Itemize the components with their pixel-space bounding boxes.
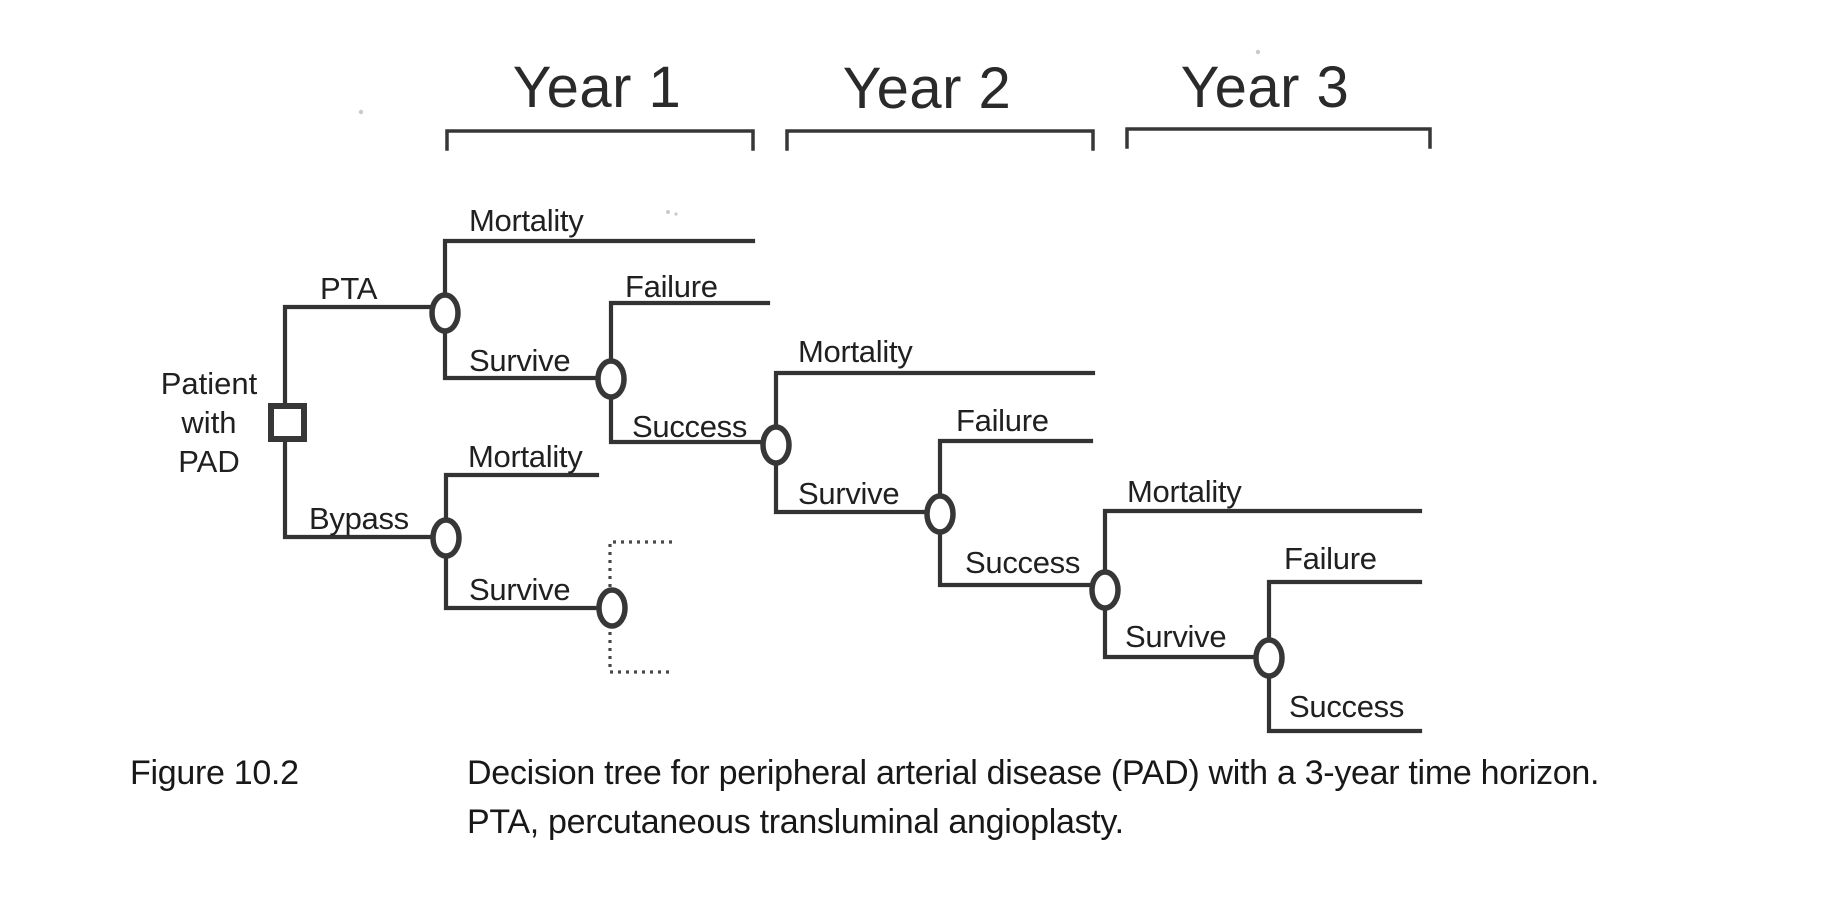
pta-y3-mortality-label: Mortality <box>1127 474 1242 509</box>
figure-caption-line-2: PTA, percutaneous transluminal angioplas… <box>467 803 1124 841</box>
pta-y3-success-line <box>1266 672 1423 734</box>
root-label-line-2: with <box>180 405 236 440</box>
figure-caption: Figure 10.2 Decision tree for peripheral… <box>130 754 1599 841</box>
decision-node-root <box>268 403 307 442</box>
year-2-header: Year 2 <box>843 56 1012 121</box>
scan-speck <box>674 212 678 216</box>
chance-node-pta-y3 <box>1089 569 1121 611</box>
scan-specks <box>358 49 1261 216</box>
chance-node-bypass <box>430 517 462 559</box>
pta-y1-success-label: Success <box>632 409 747 444</box>
year-column-headers: Year 1 Year 2 Year 3 <box>445 55 1432 151</box>
figure-number: Figure 10.2 <box>130 754 299 792</box>
scan-speck <box>666 210 670 214</box>
pta-y1-mortality-line <box>442 238 756 299</box>
pta-y1-success-line <box>608 393 765 445</box>
year-2-bracket <box>785 129 1095 151</box>
root-label-line-1: Patient <box>161 366 258 401</box>
year-3-bracket <box>1125 127 1432 149</box>
bypass-y1-mortality-line <box>443 472 600 524</box>
pta-y2-failure-label: Failure <box>956 403 1049 438</box>
chance-node-pta-y3-survive <box>1253 637 1285 679</box>
chance-node-pta-y1-survive <box>595 358 627 400</box>
year-3-header: Year 3 <box>1181 55 1350 120</box>
pta-y2-mortality-label: Mortality <box>798 334 913 369</box>
tree-nodes <box>268 292 1285 679</box>
scan-speck <box>358 109 364 115</box>
scan-speck <box>1255 49 1261 55</box>
pta-y3-survive-label: Survive <box>1125 619 1226 654</box>
pta-y1-survive-line <box>442 327 600 381</box>
pta-y2-survive-line <box>773 459 929 515</box>
chance-node-pta-y2 <box>760 424 792 466</box>
root-label-line-3: PAD <box>178 444 239 479</box>
year-1-bracket <box>445 129 755 151</box>
bypass-branch-line <box>282 436 435 540</box>
figure-caption-line-1: Decision tree for peripheral arterial di… <box>467 754 1599 792</box>
bypass-y1-mortality-label: Mortality <box>468 439 583 474</box>
bypass-y1-survive-label: Survive <box>469 572 570 607</box>
year-1-header: Year 1 <box>513 55 682 120</box>
pta-y1-mortality-label: Mortality <box>469 203 584 238</box>
pta-y3-mortality-line <box>1102 508 1423 576</box>
pta-y3-failure-label: Failure <box>1284 541 1377 576</box>
pta-y2-success-label: Success <box>965 545 1080 580</box>
pta-y2-failure-line <box>937 438 1094 500</box>
chance-node-bypass-survive <box>596 587 628 629</box>
tree-branch-lines <box>282 238 1423 734</box>
pta-y3-success-label: Success <box>1289 689 1404 724</box>
pta-y3-failure-line <box>1266 579 1423 644</box>
pta-y2-success-line <box>937 528 1094 588</box>
branch-labels: PTA Mortality Survive Failure Success Mo… <box>309 203 1404 724</box>
pta-y3-survive-line <box>1102 604 1258 660</box>
pta-y1-failure-label: Failure <box>625 269 718 304</box>
chance-node-pta <box>429 292 461 334</box>
pta-y1-survive-label: Survive <box>469 343 570 378</box>
pta-branch-label: PTA <box>320 271 378 306</box>
pta-branch-line <box>282 304 434 410</box>
chance-node-pta-y2-survive <box>924 493 956 535</box>
pta-y2-survive-label: Survive <box>798 476 899 511</box>
pta-y2-mortality-line <box>773 370 1096 431</box>
bypass-branch-label: Bypass <box>309 501 409 536</box>
bypass-y1-survive-line <box>443 552 600 611</box>
pta-y1-failure-line <box>608 300 771 365</box>
root-node-label: Patient with PAD <box>161 366 258 479</box>
